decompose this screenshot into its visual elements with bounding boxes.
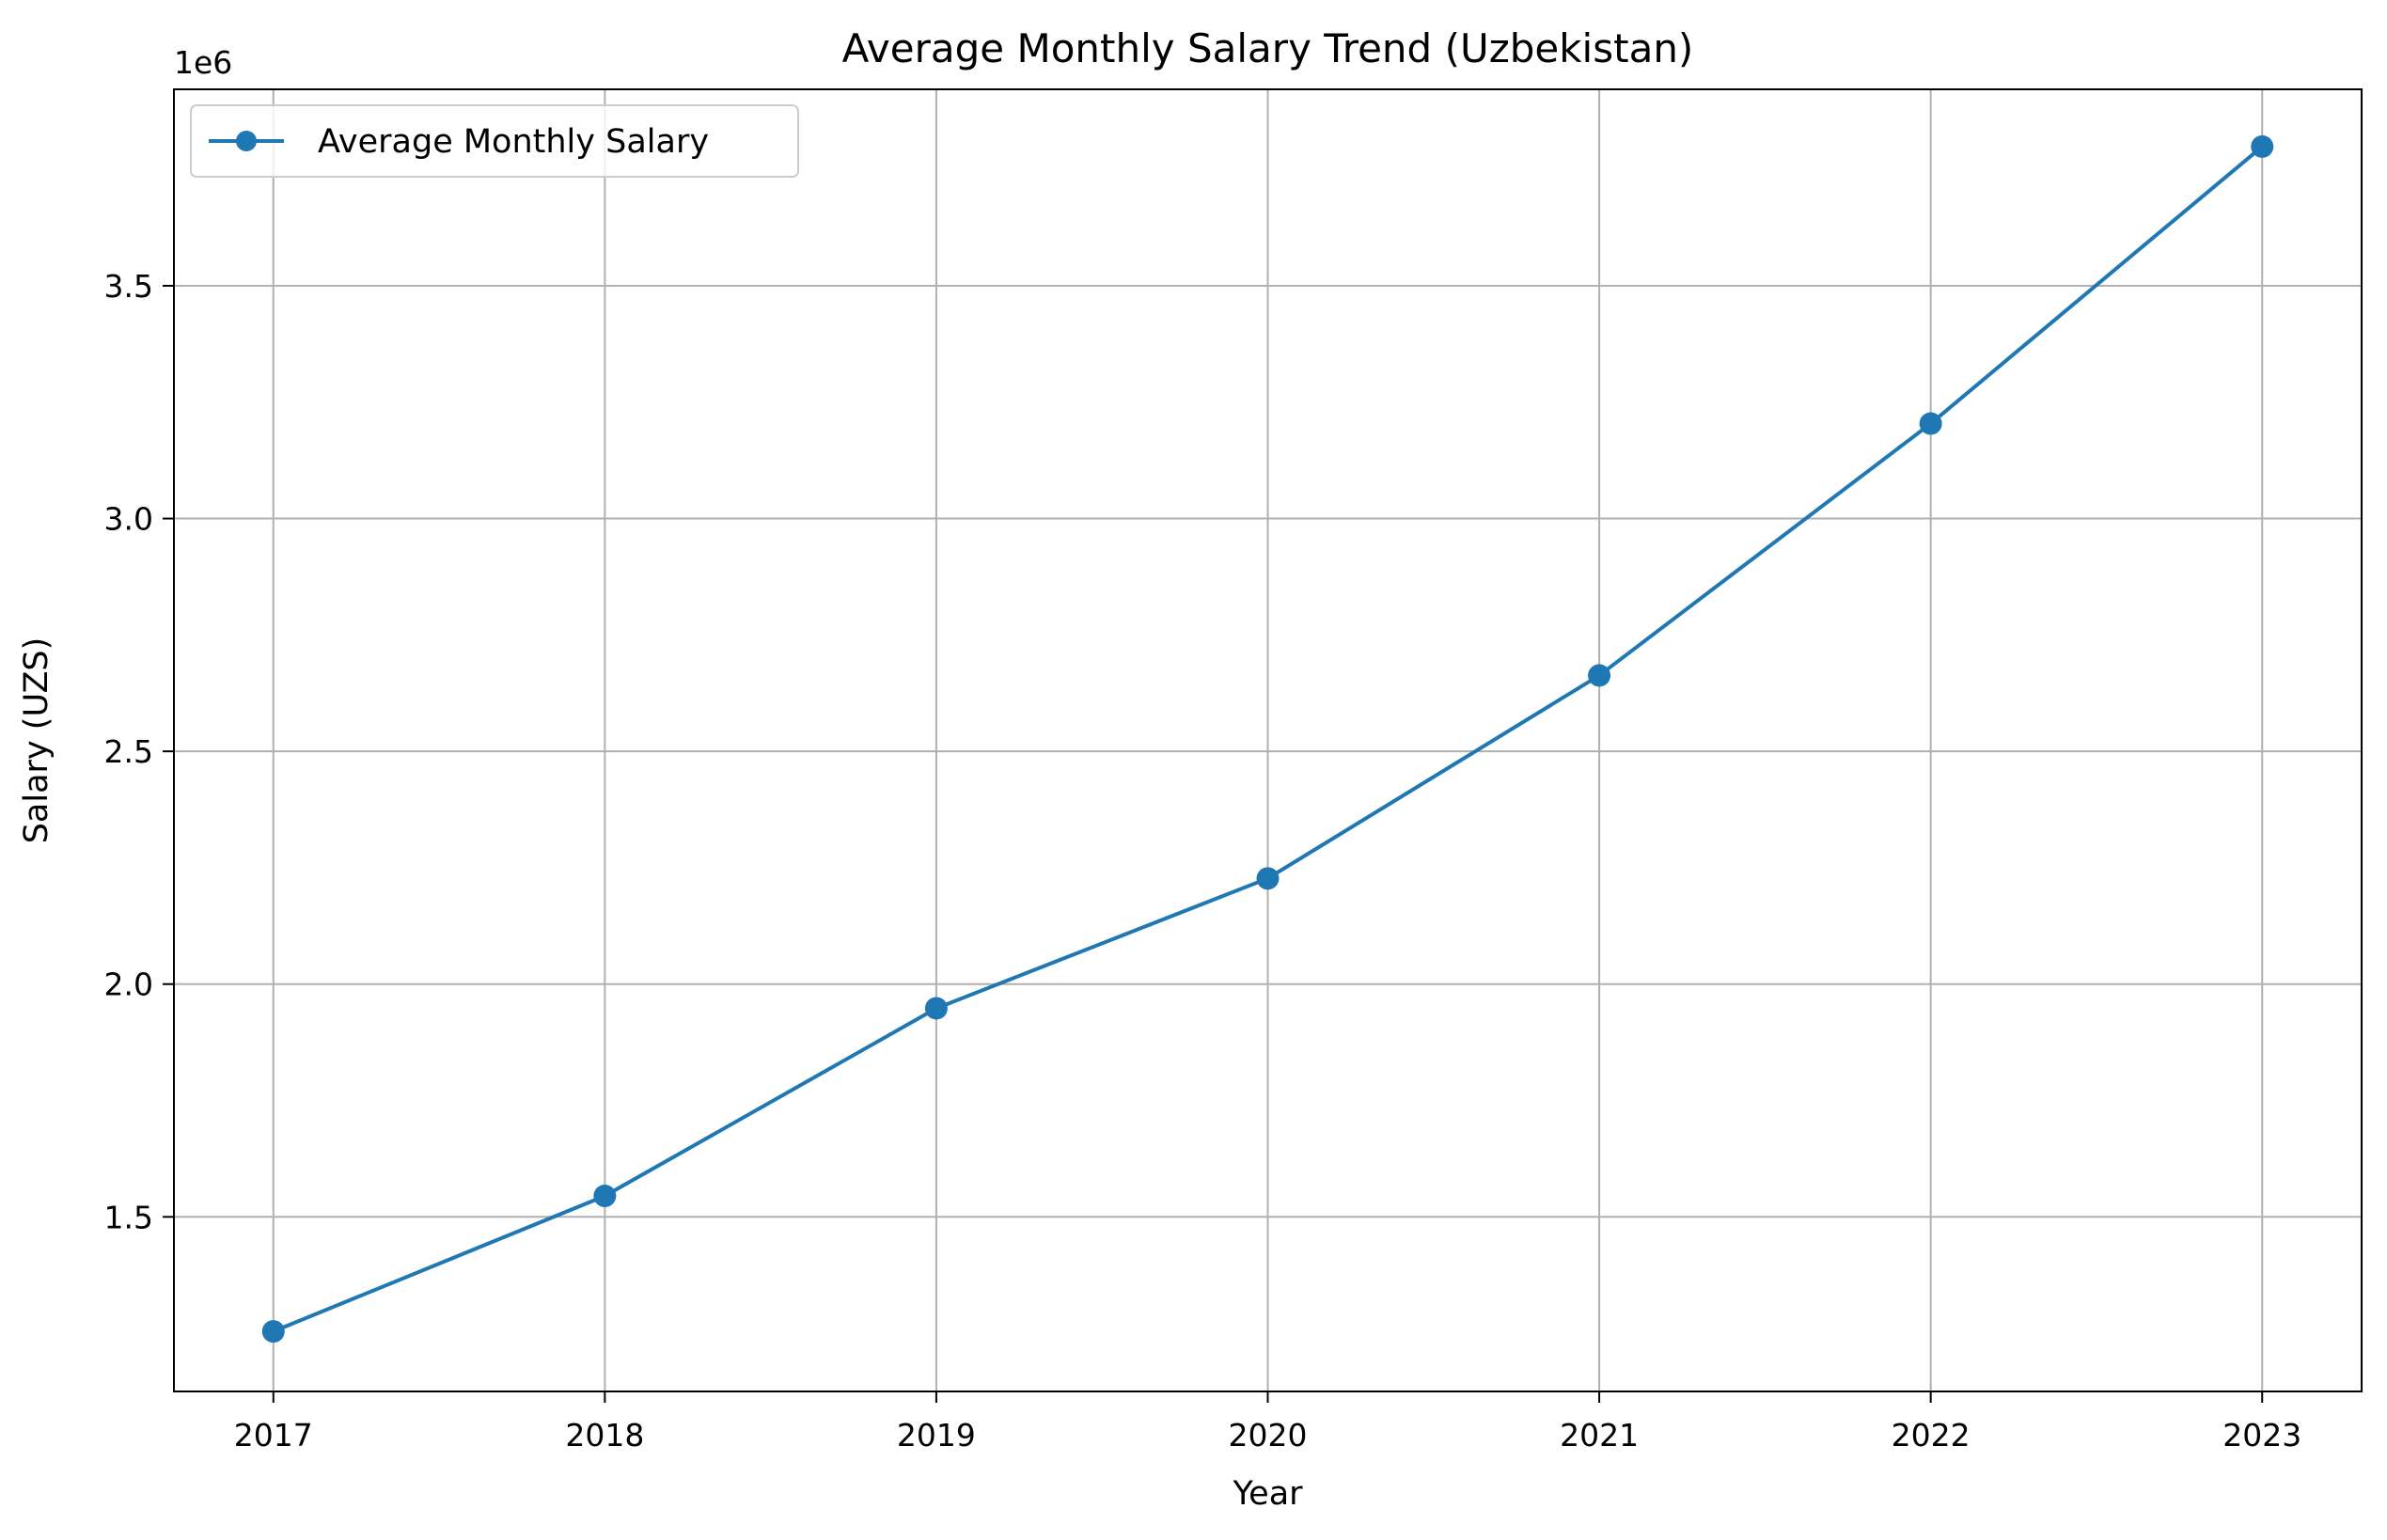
legend: Average Monthly Salary bbox=[190, 104, 799, 178]
data-point-marker bbox=[261, 1320, 285, 1344]
y-tick-label: 2.5 bbox=[104, 733, 153, 770]
y-tick-label: 1.5 bbox=[104, 1199, 153, 1235]
x-tick-label: 2023 bbox=[2222, 1417, 2301, 1454]
x-axis-label: Year bbox=[1232, 1475, 1303, 1513]
data-point-marker bbox=[924, 997, 948, 1020]
y-tick-label: 3.5 bbox=[104, 268, 153, 305]
axis-ticks: 2017 2018 2019 2020 2021 2022 2023 1.5 2.0 2.5 3.0… bbox=[104, 268, 2302, 1454]
data-point-marker bbox=[1256, 867, 1280, 890]
y-axis-label: Salary (UZS) bbox=[18, 637, 55, 844]
x-tick-label: 2019 bbox=[897, 1417, 976, 1454]
x-tick-label: 2021 bbox=[1560, 1417, 1639, 1454]
x-tick-label: 2022 bbox=[1892, 1417, 1971, 1454]
legend-box bbox=[190, 104, 799, 178]
x-tick-label: 2017 bbox=[234, 1417, 313, 1454]
y-axis-offset-label: 1e6 bbox=[174, 44, 232, 81]
chart-title: Average Monthly Salary Trend (Uzbekistan… bbox=[842, 25, 1694, 71]
y-tick-label: 3.0 bbox=[104, 501, 153, 538]
legend-label: Average Monthly Salary bbox=[318, 123, 709, 161]
y-tick-label: 2.0 bbox=[104, 966, 153, 1003]
data-point-marker bbox=[2251, 134, 2274, 158]
x-tick-label: 2020 bbox=[1229, 1417, 1308, 1454]
data-point-marker bbox=[1588, 664, 1611, 687]
data-point-marker bbox=[1919, 412, 1942, 435]
data-series bbox=[261, 134, 2274, 1344]
legend-marker-swatch bbox=[236, 131, 257, 151]
data-point-marker bbox=[593, 1185, 617, 1208]
grid-lines bbox=[174, 89, 2362, 1391]
x-tick-label: 2018 bbox=[565, 1417, 644, 1454]
